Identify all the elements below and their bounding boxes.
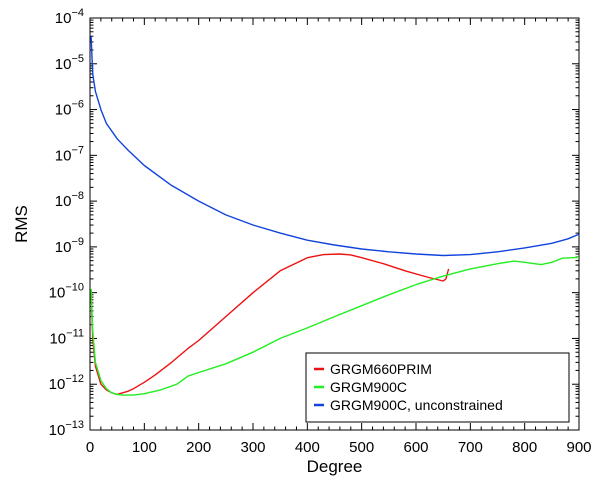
y-tick-label: 10−9 — [55, 236, 84, 256]
x-tick-label: 400 — [295, 439, 320, 456]
legend-box — [305, 352, 570, 423]
series-layer — [90, 36, 580, 396]
x-tick-label: 100 — [132, 439, 157, 456]
y-tick-label: 10−4 — [55, 7, 84, 27]
y-tick-label: 10−11 — [49, 327, 84, 347]
y-tick-label: 10−10 — [49, 282, 84, 302]
x-tick-label: 0 — [86, 439, 94, 456]
x-axis: 0 100 200 300 400 500 600 700 800 900 — [86, 18, 592, 456]
x-tick-label: 200 — [186, 439, 211, 456]
y-tick-label: 10−13 — [49, 419, 84, 439]
x-tick-label: 800 — [512, 439, 537, 456]
y-tick-label: 10−12 — [49, 373, 84, 393]
y-tick-label: 10−6 — [55, 99, 84, 119]
series-line-grgm900c-unconstrained — [90, 36, 580, 257]
x-tick-label: 500 — [349, 439, 374, 456]
legend: GRGM660PRIM GRGM900C GRGM900C, unconstra… — [305, 352, 570, 423]
y-tick-label: 10−5 — [55, 53, 84, 73]
x-tick-label: 600 — [403, 439, 428, 456]
x-tick-label: 900 — [566, 439, 591, 456]
series-line-grgm900c — [90, 256, 580, 396]
plot-frame — [89, 17, 580, 431]
x-tick-label: 700 — [458, 439, 483, 456]
y-axis-title: RMS — [12, 205, 31, 243]
y-tick-label: 10−7 — [55, 144, 84, 164]
y-tick-label: 10−8 — [55, 190, 84, 210]
y-axis: 10−13 10−12 10−11 10−10 10−9 10−8 10−7 10−6 10−5… — [49, 7, 579, 439]
legend-label-grgm900c: GRGM900C — [330, 379, 407, 395]
x-axis-title: Degree — [307, 457, 363, 476]
legend-label-grgm900c-unconstrained: GRGM900C, unconstrained — [330, 397, 503, 413]
x-tick-label: 300 — [240, 439, 265, 456]
legend-label-grgm660prim: GRGM660PRIM — [330, 361, 432, 377]
